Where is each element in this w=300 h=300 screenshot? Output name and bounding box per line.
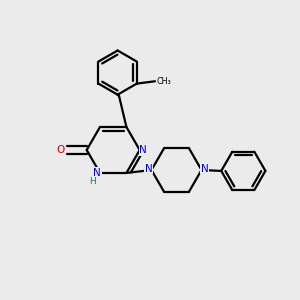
Text: N: N (93, 168, 101, 178)
Text: N: N (145, 164, 152, 173)
Text: O: O (56, 145, 64, 155)
Text: N: N (201, 164, 208, 173)
Text: CH₃: CH₃ (156, 77, 171, 86)
Text: N: N (140, 145, 147, 155)
Text: H: H (89, 177, 96, 186)
